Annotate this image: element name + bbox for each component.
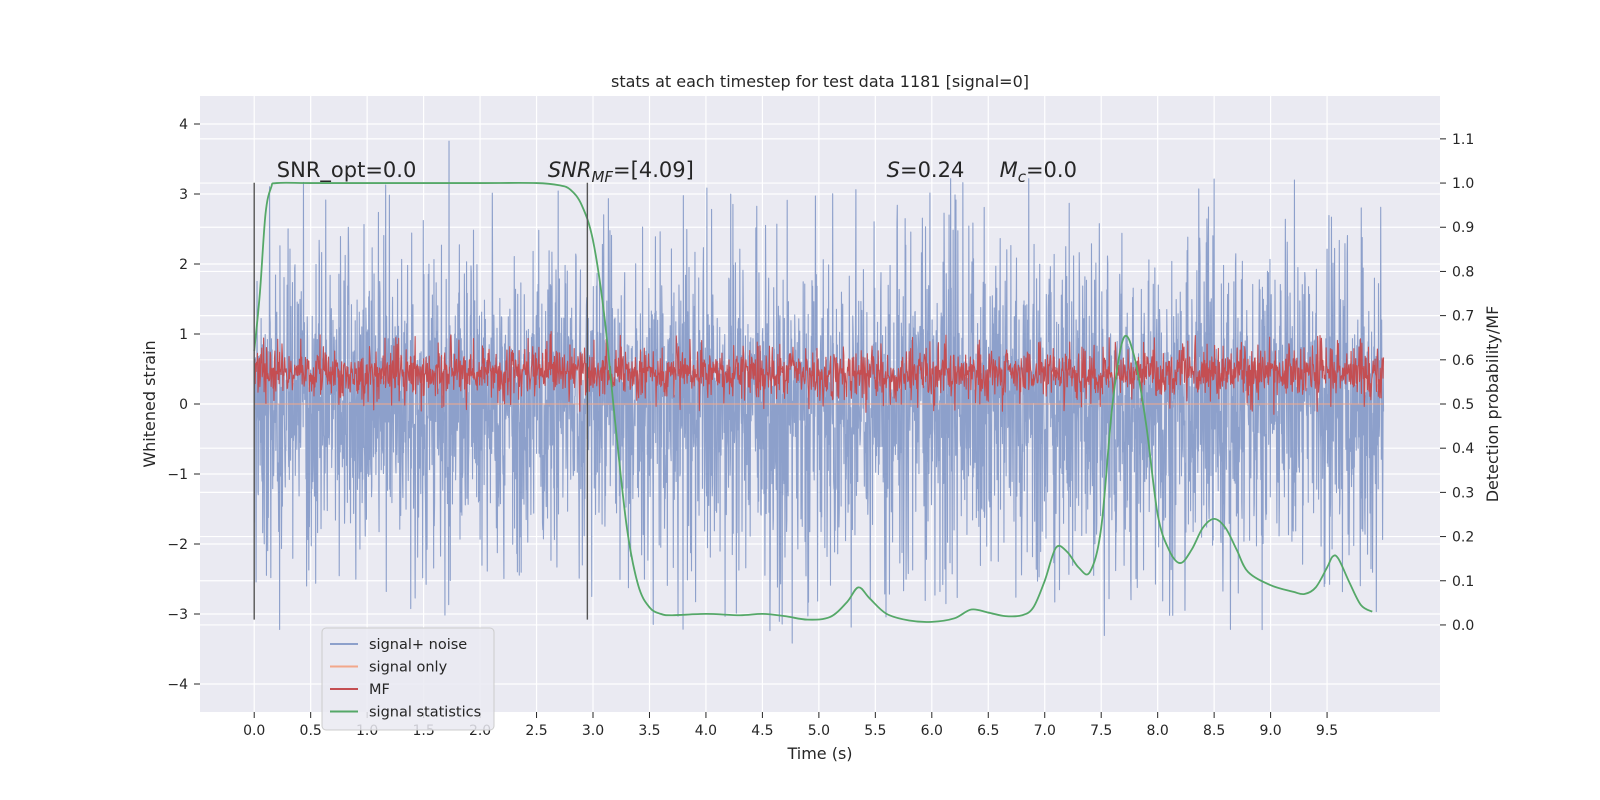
- right-y-tick-label: 0.1: [1452, 574, 1474, 590]
- x-tick-label: 2.5: [525, 723, 547, 739]
- annotation-3: S=0.24: [887, 158, 965, 182]
- left-y-tick-label: −3: [167, 607, 188, 623]
- annotation-4: Mc=0.0: [1000, 158, 1077, 186]
- legend-entry: signal+ noise: [369, 637, 467, 653]
- legend-box: [321, 627, 495, 731]
- left-y-tick-label: −4: [167, 677, 188, 693]
- right-y-tick-label: 0.9: [1452, 220, 1474, 236]
- x-tick-label: 6.5: [977, 723, 999, 739]
- annotation-1: SNR_opt=0.0: [277, 158, 417, 183]
- x-tick-label: 0.5: [300, 723, 322, 739]
- x-tick-label: 8.0: [1147, 723, 1169, 739]
- left-y-tick-label: −1: [167, 467, 188, 483]
- right-y-axis-ticks: 0.0 0.1 0.2 0.3 0.4 0.5 0.6 0.7 0.8 0.9 1.0 1.1: [1440, 132, 1474, 634]
- left-y-tick-label: 4: [179, 117, 188, 133]
- right-y-tick-label: 0.5: [1452, 397, 1474, 413]
- left-y-tick-label: −2: [167, 537, 188, 553]
- right-y-tick-label: 0.0: [1452, 618, 1474, 634]
- right-y-tick-label: 0.3: [1452, 485, 1474, 501]
- right-y-tick-label: 1.1: [1452, 132, 1474, 148]
- x-tick-label: 7.5: [1090, 723, 1112, 739]
- x-tick-label: 4.5: [751, 723, 773, 739]
- legend-entry: MF: [369, 682, 390, 698]
- right-y-tick-label: 0.6: [1452, 353, 1474, 369]
- x-tick-label: 9.5: [1316, 723, 1338, 739]
- series-signal-noise: [253, 140, 1385, 644]
- vertical-markers: [253, 182, 589, 620]
- right-y-tick-label: 0.8: [1452, 264, 1474, 280]
- x-tick-label: 0.0: [243, 723, 265, 739]
- left-y-tick-label: 2: [179, 257, 188, 273]
- right-y-tick-label: 0.2: [1452, 530, 1474, 546]
- annotation-2: SNRMF=[4.09]: [548, 158, 694, 186]
- legend-entry: signal only: [369, 660, 448, 676]
- left-y-tick-label: 3: [179, 187, 188, 203]
- x-tick-label: 3.5: [638, 723, 660, 739]
- left-y-axis-label: Whitened strain: [140, 340, 159, 467]
- x-tick-label: 6.0: [921, 723, 943, 739]
- left-y-tick-label: 1: [179, 327, 188, 343]
- x-tick-label: 5.0: [808, 723, 830, 739]
- series-layer: [253, 140, 1385, 644]
- left-y-tick-label: 0: [179, 397, 188, 413]
- chart-title: stats at each timestep for test data 118…: [611, 72, 1029, 91]
- x-tick-label: 3.0: [582, 723, 604, 739]
- right-y-tick-label: 0.4: [1452, 441, 1474, 457]
- right-y-axis-label: Detection probability/MF: [1483, 306, 1502, 503]
- x-tick-label: 8.5: [1203, 723, 1225, 739]
- series-mf: [253, 331, 1385, 415]
- right-y-tick-label: 0.7: [1452, 309, 1474, 325]
- right-y-tick-label: 1.0: [1452, 176, 1474, 192]
- x-tick-label: 9.0: [1259, 723, 1281, 739]
- x-axis-label: Time (s): [786, 744, 852, 763]
- annotations: SNR_opt=0.0 SNRMF=[4.09] S=0.24 Mc=0.0: [277, 158, 1077, 186]
- legend: signal+ noise signal only MF signal statist…: [321, 627, 495, 731]
- legend-entry: signal statistics: [369, 705, 481, 721]
- x-tick-label: 7.0: [1034, 723, 1056, 739]
- x-tick-label: 5.5: [864, 723, 886, 739]
- x-tick-label: 4.0: [695, 723, 717, 739]
- series-signal-statistics: [253, 181, 1373, 623]
- left-y-axis-ticks: −4 −3 −2 −1 0 1 2 3 4: [167, 117, 200, 693]
